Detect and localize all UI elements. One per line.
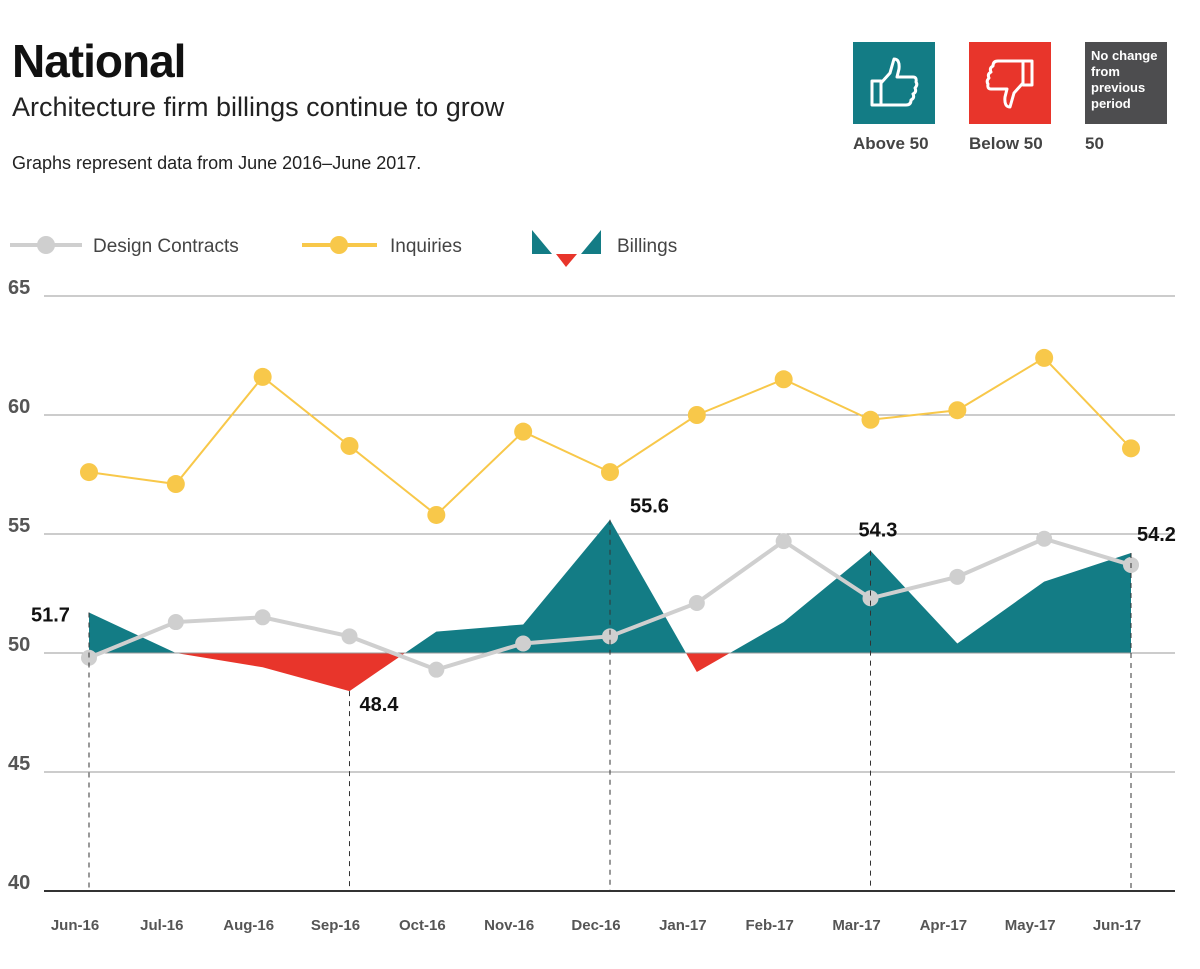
x-tick-label: Aug-16 [223, 917, 274, 934]
thumbs-down-icon [969, 42, 1051, 124]
x-tick-label: May-17 [1005, 917, 1056, 934]
annotation-label: 51.7 [31, 605, 70, 627]
data-point-design-contracts [1036, 530, 1053, 547]
page-subtitle: Architecture firm billings continue to g… [12, 92, 505, 122]
series-line-inquiries [88, 356, 1132, 517]
x-tick-label: Oct-16 [399, 917, 446, 934]
x-tick-label: Feb-17 [745, 917, 793, 934]
legend-design-contracts: Design Contracts [10, 236, 239, 257]
x-tick-label: Apr-17 [920, 917, 968, 934]
data-point-design-contracts [602, 628, 618, 645]
legend: Design Contracts Inquiries Billings [10, 230, 677, 267]
x-tick-label: Mar-17 [832, 917, 880, 934]
data-point-inquiries [1035, 348, 1054, 367]
legend-label: Inquiries [390, 236, 462, 257]
data-point-design-contracts [862, 590, 879, 607]
data-point-inquiries [948, 401, 967, 420]
billings-area-above [89, 519, 1131, 653]
page-title: National [12, 35, 186, 87]
x-tick-label: Jun-17 [1093, 917, 1141, 934]
data-point-inquiries [774, 370, 793, 389]
data-point-design-contracts [949, 568, 966, 585]
annotation-label: 54.2 [1137, 524, 1176, 546]
x-tick-label: Nov-16 [484, 917, 534, 934]
billings-area-below [89, 653, 1131, 692]
x-tick-label: Jul-16 [140, 917, 183, 934]
data-point-inquiries [687, 406, 706, 424]
legend-inquiries: Inquiries [302, 236, 462, 257]
x-tick-label: Dec-16 [571, 917, 620, 934]
data-point-design-contracts [167, 614, 184, 631]
legend-billings: Billings [532, 230, 677, 267]
data-point-inquiries [340, 436, 359, 455]
data-point-design-contracts [688, 595, 705, 612]
data-point-design-contracts [775, 533, 792, 550]
key-above-50: Above 50 [853, 42, 935, 154]
x-tick-label: Sep-16 [311, 917, 360, 934]
key-below-50: Below 50 [969, 42, 1051, 154]
y-tick-label: 50 [8, 634, 30, 656]
legend-label: Design Contracts [93, 236, 239, 257]
y-tick-label: 65 [8, 277, 30, 299]
key-above-50-label: Above 50 [853, 134, 929, 153]
data-point-design-contracts [81, 649, 97, 666]
key-no-change-label: 50 [1085, 134, 1104, 153]
annotation-label: 54.3 [859, 520, 898, 542]
data-point-inquiries [1122, 439, 1140, 458]
y-tick-label: 45 [8, 753, 30, 775]
x-tick-label: Jun-16 [51, 917, 99, 934]
data-point-inquiries [80, 463, 98, 482]
data-point-design-contracts [428, 661, 445, 678]
key-no-change: No change from previous period 50 [1085, 42, 1167, 154]
key-no-change-text: No change from previous period [1091, 48, 1158, 111]
y-tick-label: 55 [8, 515, 30, 537]
data-point-inquiries [427, 505, 446, 524]
data-point-inquiries [166, 475, 185, 494]
thumbs-up-icon [853, 42, 935, 124]
data-point-design-contracts [341, 628, 358, 645]
data-point-inquiries [601, 463, 619, 482]
x-tick-label: Jan-17 [659, 917, 707, 934]
key-below-50-label: Below 50 [969, 134, 1043, 153]
annotation-label: 48.4 [360, 694, 400, 716]
y-tick-label: 60 [8, 396, 30, 418]
data-point-design-contracts [515, 635, 532, 652]
data-range-note: Graphs represent data from June 2016–Jun… [12, 153, 422, 173]
data-point-design-contracts [254, 609, 271, 626]
legend-label: Billings [617, 236, 677, 257]
y-tick-label: 40 [8, 872, 30, 894]
data-point-inquiries [861, 410, 880, 429]
annotation-label: 55.6 [630, 496, 669, 518]
data-point-inquiries [253, 367, 272, 386]
data-point-inquiries [514, 422, 533, 441]
